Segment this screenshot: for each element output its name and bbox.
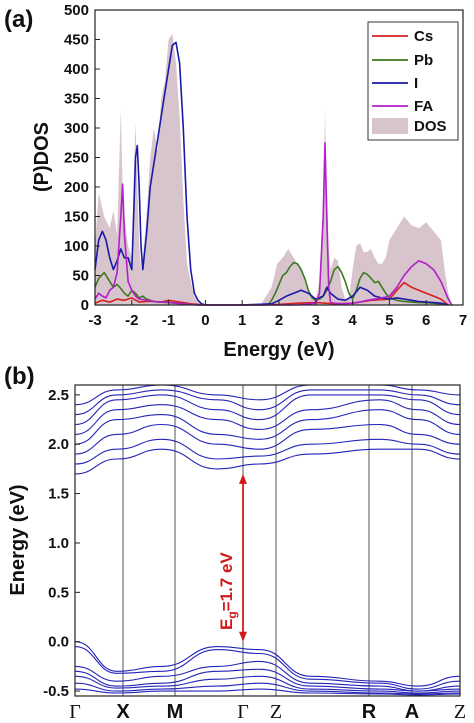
valence-band-line [74, 660, 461, 692]
dos-x-tick-label: 2 [275, 312, 283, 329]
dos-y-tick-label: 350 [64, 91, 89, 108]
band-y-tick-label: 2.0 [48, 436, 69, 453]
band-gap-symbol: E [217, 619, 236, 630]
dos-panel: (a) -3 -2 -1 0 1 2 3 4 5 6 7 0 50 100 150 200 250 300 350… [4, 2, 467, 361]
band-y-tick-label: 0.5 [48, 584, 69, 601]
band-gap-value: =1.7 eV [217, 552, 236, 612]
band-plot-frame [74, 384, 461, 697]
kpoint-label: A [405, 701, 419, 723]
dos-x-tick-label: -1 [162, 312, 175, 329]
dos-y-tick-label: 200 [64, 179, 89, 196]
conduction-band-line [74, 409, 461, 445]
valence-band-line [74, 688, 461, 696]
conduction-band-line [74, 384, 461, 406]
dos-y-axis-label: (P)DOS [31, 122, 53, 192]
kpoint-label: Z [454, 701, 466, 723]
panel-a-label: (a) [4, 6, 33, 33]
kpoint-label: M [167, 701, 184, 723]
conduction-band-line [74, 389, 461, 416]
dos-y-tick-label: 50 [72, 268, 89, 285]
conduction-band-line [74, 448, 461, 475]
kpoint-label: X [116, 701, 130, 723]
dos-y-tick-label: 100 [64, 238, 89, 255]
dos-y-tick-label: 500 [64, 2, 89, 19]
band-y-tick-label: -0.5 [43, 683, 69, 700]
valence-band-line [74, 675, 461, 694]
legend-label-cs: Cs [414, 28, 433, 45]
dos-x-tick-label: -2 [125, 312, 138, 329]
dos-x-tick-label: 4 [348, 312, 357, 329]
dos-y-tick-label: 250 [64, 150, 89, 167]
band-gap-annotation: Eg=1.7 eV [217, 473, 247, 642]
kpoint-divider-lines [122, 385, 413, 696]
conduction-band-line [74, 399, 461, 435]
legend-swatch-dos [372, 118, 408, 134]
dos-y-tick-label: 0 [81, 297, 89, 314]
pdos-line-i [94, 41, 449, 306]
pdos-line-pb [94, 261, 449, 306]
legend-label-dos: DOS [414, 118, 447, 135]
dos-y-tick-label: 150 [64, 209, 89, 226]
valence-band-line [74, 641, 461, 687]
dos-y-ticks: 0 50 100 150 200 250 300 350 400 450 500 [64, 2, 100, 314]
band-gap-subscript: g [225, 611, 239, 618]
dos-x-tick-label: 1 [238, 312, 246, 329]
dos-x-tick-label: 6 [422, 312, 430, 329]
valence-band-line [74, 646, 461, 690]
legend-label-fa: FA [414, 98, 433, 115]
dos-x-tick-label: 7 [459, 312, 467, 329]
dos-x-ticks: -3 -2 -1 0 1 2 3 4 5 6 7 [88, 300, 467, 329]
band-gap-arrow-head-bottom [239, 631, 247, 642]
dos-x-axis-label: Energy (eV) [223, 339, 334, 361]
conduction-band-line [74, 438, 461, 465]
dos-x-tick-label: 3 [312, 312, 320, 329]
band-y-tick-label: 1.5 [48, 486, 69, 503]
band-y-axis-label: Energy (eV) [7, 484, 29, 595]
dos-y-tick-label: 300 [64, 120, 89, 137]
legend-label-pb: Pb [414, 52, 433, 69]
dos-x-tick-label: 0 [201, 312, 209, 329]
valence-band-line [74, 682, 461, 695]
conduction-band-line [74, 423, 461, 455]
dos-legend: Cs Pb I FA DOS [367, 21, 459, 141]
kpoint-label: R [362, 701, 377, 723]
panel-b-label: (b) [4, 363, 35, 390]
kpoint-label: Γ [69, 701, 81, 723]
legend-label-i: I [414, 75, 418, 92]
band-y-tick-label: 0.0 [48, 634, 69, 651]
band-lines-layer [74, 384, 461, 696]
band-gap-arrow-head-top [239, 473, 247, 484]
dos-y-tick-label: 450 [64, 32, 89, 49]
dos-x-tick-label: 5 [385, 312, 393, 329]
dos-y-tick-label: 400 [64, 61, 89, 78]
conduction-band-line [74, 394, 461, 426]
kpoint-label: Z [270, 701, 282, 723]
dos-fill-layer [95, 33, 452, 305]
dos-x-tick-label: -3 [88, 312, 101, 329]
kpoint-label: Γ [237, 701, 249, 723]
valence-band-line [74, 668, 461, 692]
band-y-ticks: -0.5 0.0 0.5 1.0 1.5 2.0 2.5 [43, 387, 80, 700]
band-y-tick-label: 1.0 [48, 535, 69, 552]
dos-area-dos [95, 33, 452, 305]
band-gap-label: Eg=1.7 eV [217, 552, 239, 630]
band-y-tick-label: 2.5 [48, 387, 69, 404]
